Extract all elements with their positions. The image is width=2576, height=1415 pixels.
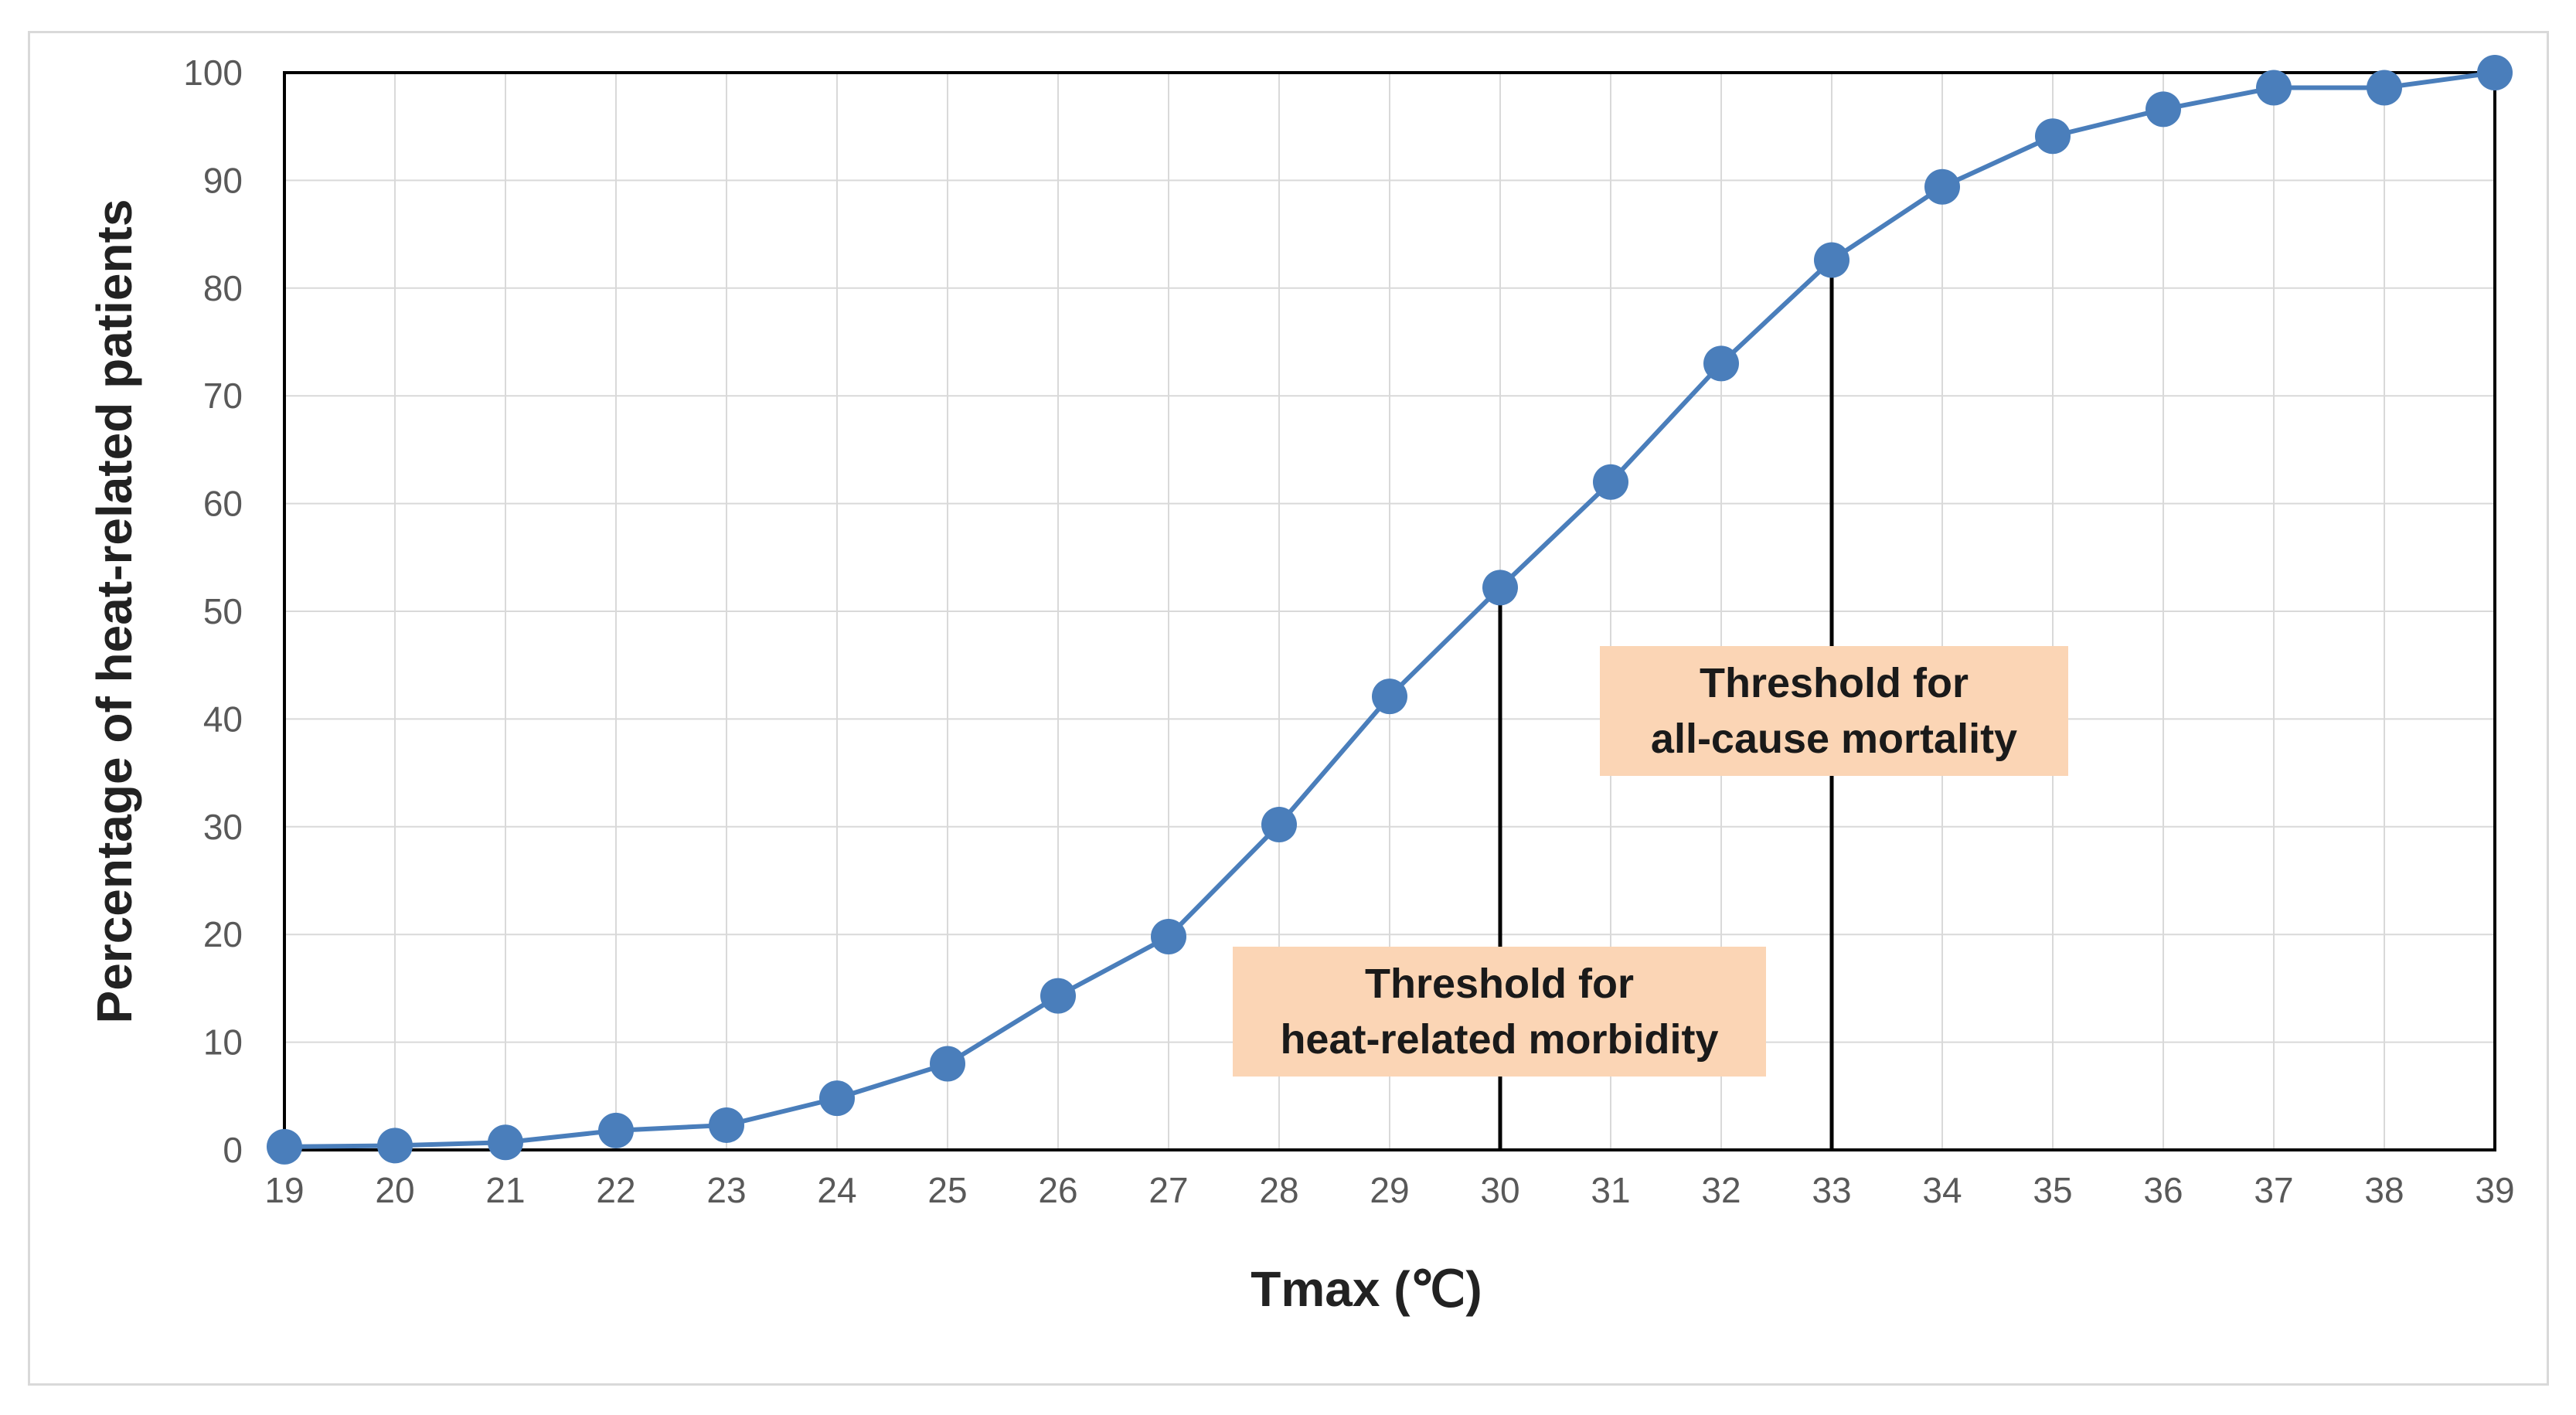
- data-point: [1924, 168, 1960, 205]
- x-tick-label: 28: [1259, 1170, 1298, 1210]
- x-tick-label: 35: [2033, 1170, 2072, 1210]
- x-tick-label: 29: [1370, 1170, 1409, 1210]
- figure-frame: [28, 31, 2549, 1386]
- x-tick-label: 25: [927, 1170, 967, 1210]
- x-tick-label: 22: [596, 1170, 635, 1210]
- data-point: [819, 1080, 855, 1117]
- threshold-label-line1: Threshold for: [1700, 660, 1969, 706]
- threshold-label-box: [1233, 947, 1766, 1077]
- data-series: [267, 55, 2513, 1165]
- threshold-label-line1: Threshold for: [1365, 961, 1634, 1007]
- data-point: [1261, 807, 1297, 843]
- plot-area-border: [283, 71, 2496, 1151]
- y-tick-label: 20: [203, 914, 243, 954]
- data-point: [1814, 242, 1849, 278]
- y-tick-label: 80: [203, 268, 243, 308]
- x-tick-label: 34: [1922, 1170, 1962, 1210]
- data-point: [2035, 118, 2071, 155]
- y-tick-label: 0: [223, 1130, 243, 1170]
- data-point: [2477, 55, 2513, 90]
- data-point: [1703, 345, 1739, 382]
- threshold-annotations: Threshold for heat-related morbidity Thres…: [1233, 646, 2068, 1077]
- x-tick-label: 19: [264, 1170, 304, 1210]
- threshold-label-box: [1600, 646, 2068, 776]
- data-point: [2367, 70, 2402, 106]
- x-tick-label: 20: [375, 1170, 414, 1210]
- y-tick-label: 100: [183, 53, 243, 93]
- x-tick-label: 32: [1701, 1170, 1741, 1210]
- data-point: [267, 1128, 302, 1165]
- data-point: [2146, 91, 2181, 128]
- y-tick-label: 30: [203, 807, 243, 847]
- x-tick-label: 23: [706, 1170, 746, 1210]
- y-tick-label: 90: [203, 160, 243, 200]
- data-point: [1593, 464, 1628, 500]
- x-axis-title: Tmax (℃): [1251, 1261, 1482, 1317]
- x-tick-label: 36: [2143, 1170, 2183, 1210]
- x-tick-label: 27: [1148, 1170, 1188, 1210]
- data-point: [598, 1112, 634, 1148]
- y-axis-ticks: 0 10 20 30 40 50 60 70 80 90 100: [183, 53, 243, 1170]
- y-axis-title: Percentage of heat-related patients: [87, 199, 142, 1024]
- x-tick-label: 31: [1591, 1170, 1630, 1210]
- data-point: [709, 1107, 744, 1143]
- data-point: [930, 1046, 965, 1082]
- data-point: [488, 1124, 523, 1161]
- x-tick-label: 26: [1038, 1170, 1077, 1210]
- data-point: [1372, 679, 1407, 715]
- y-tick-label: 40: [203, 699, 243, 739]
- data-point: [1040, 978, 1076, 1014]
- y-tick-label: 10: [203, 1022, 243, 1063]
- y-tick-label: 70: [203, 376, 243, 416]
- threshold-label-line2: heat-related morbidity: [1280, 1016, 1718, 1063]
- x-tick-label: 21: [485, 1170, 525, 1210]
- data-point: [1482, 570, 1518, 606]
- data-point: [377, 1128, 413, 1164]
- x-tick-label: 37: [2254, 1170, 2293, 1210]
- x-tick-label: 30: [1480, 1170, 1519, 1210]
- data-point: [2256, 70, 2292, 106]
- x-tick-label: 39: [2475, 1170, 2514, 1210]
- x-tick-label: 33: [1812, 1170, 1851, 1210]
- x-axis-ticks: 19 20 21 22 23 24 25 26 27 28 29 30 31 32 33 34 35 36 37 38…: [264, 1170, 2514, 1210]
- y-tick-label: 60: [203, 484, 243, 524]
- data-point: [1151, 918, 1186, 954]
- threshold-label-line2: all-cause mortality: [1651, 716, 2017, 762]
- x-tick-label: 24: [817, 1170, 856, 1210]
- y-tick-label: 50: [203, 591, 243, 631]
- x-tick-label: 38: [2364, 1170, 2404, 1210]
